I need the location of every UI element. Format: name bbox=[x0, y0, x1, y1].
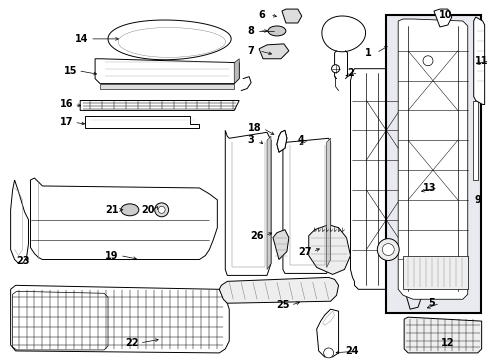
Ellipse shape bbox=[377, 239, 398, 261]
Ellipse shape bbox=[331, 65, 339, 73]
Polygon shape bbox=[403, 317, 481, 353]
Polygon shape bbox=[11, 180, 28, 264]
Text: 2: 2 bbox=[346, 68, 353, 78]
Text: 3: 3 bbox=[247, 135, 254, 145]
Text: 26: 26 bbox=[250, 231, 264, 240]
Text: 8: 8 bbox=[247, 26, 254, 36]
Ellipse shape bbox=[422, 56, 432, 66]
Ellipse shape bbox=[121, 204, 139, 216]
Polygon shape bbox=[321, 16, 365, 52]
Ellipse shape bbox=[158, 206, 165, 213]
Polygon shape bbox=[80, 100, 239, 111]
Polygon shape bbox=[326, 138, 330, 267]
Polygon shape bbox=[276, 130, 286, 152]
Text: 23: 23 bbox=[16, 256, 29, 266]
Text: 19: 19 bbox=[105, 251, 119, 261]
Ellipse shape bbox=[267, 26, 285, 36]
Polygon shape bbox=[282, 9, 301, 23]
Bar bbox=[402, 256, 467, 289]
Polygon shape bbox=[219, 278, 338, 303]
Text: 14: 14 bbox=[75, 34, 89, 44]
Polygon shape bbox=[472, 100, 477, 180]
Polygon shape bbox=[272, 230, 288, 260]
Text: 11: 11 bbox=[474, 56, 488, 66]
Polygon shape bbox=[100, 84, 234, 89]
Polygon shape bbox=[433, 9, 451, 27]
Polygon shape bbox=[316, 309, 338, 357]
Polygon shape bbox=[283, 132, 330, 273]
Text: 1: 1 bbox=[364, 48, 371, 58]
Ellipse shape bbox=[323, 348, 333, 358]
Text: 16: 16 bbox=[60, 99, 73, 109]
Text: 9: 9 bbox=[473, 195, 480, 205]
Text: 27: 27 bbox=[297, 247, 311, 257]
Text: 18: 18 bbox=[248, 123, 262, 133]
Polygon shape bbox=[30, 178, 217, 260]
Text: 6: 6 bbox=[258, 10, 265, 20]
Polygon shape bbox=[95, 59, 239, 84]
Polygon shape bbox=[350, 69, 421, 289]
Polygon shape bbox=[225, 130, 270, 275]
Polygon shape bbox=[234, 59, 239, 84]
Text: 15: 15 bbox=[63, 66, 77, 76]
Text: 13: 13 bbox=[423, 183, 436, 193]
Polygon shape bbox=[266, 136, 270, 269]
Text: 25: 25 bbox=[276, 300, 289, 310]
Text: 21: 21 bbox=[105, 205, 119, 215]
Text: 4: 4 bbox=[297, 135, 304, 145]
Ellipse shape bbox=[382, 244, 393, 256]
Bar bbox=[386, 15, 480, 313]
Text: 5: 5 bbox=[427, 298, 434, 308]
Text: 12: 12 bbox=[440, 338, 454, 348]
Text: 10: 10 bbox=[438, 10, 452, 20]
Polygon shape bbox=[308, 225, 350, 274]
Polygon shape bbox=[11, 285, 229, 353]
Polygon shape bbox=[397, 19, 467, 299]
Text: 17: 17 bbox=[60, 117, 73, 127]
Polygon shape bbox=[85, 116, 199, 128]
Ellipse shape bbox=[154, 203, 168, 217]
Polygon shape bbox=[415, 170, 445, 214]
Text: 24: 24 bbox=[345, 346, 359, 356]
Polygon shape bbox=[108, 20, 231, 60]
Polygon shape bbox=[473, 17, 484, 104]
Polygon shape bbox=[259, 44, 288, 59]
Text: 20: 20 bbox=[141, 205, 154, 215]
Text: 7: 7 bbox=[247, 46, 254, 56]
Text: 22: 22 bbox=[125, 338, 138, 348]
